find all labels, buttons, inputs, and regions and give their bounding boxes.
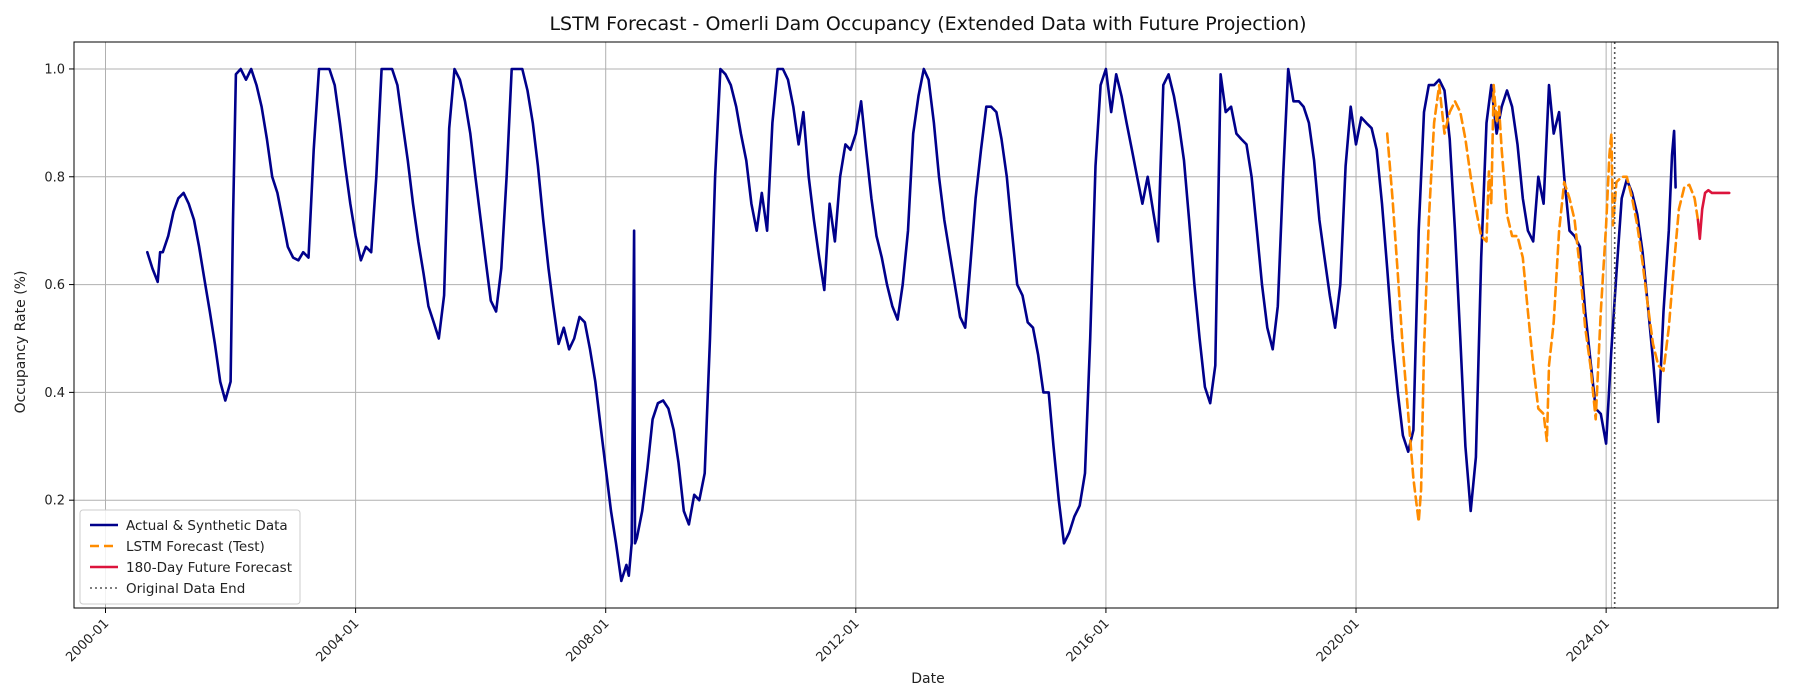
y-tick-label: 0.2 xyxy=(44,494,65,509)
plot-frame xyxy=(73,41,1779,609)
x-axis-label: Date xyxy=(911,671,944,687)
y-tick-label: 1.0 xyxy=(44,62,65,77)
series-2-line xyxy=(1696,188,1731,241)
y-tick-label: 0.4 xyxy=(44,386,65,401)
y-axis-label: Occupancy Rate (%) xyxy=(13,271,29,414)
y-tick-label: 0.8 xyxy=(44,170,65,185)
x-tick-label: 2004-01 xyxy=(313,616,362,665)
legend-label: LSTM Forecast (Test) xyxy=(126,539,265,555)
y-axis-ticks: 0.2 0.4 0.6 0.8 1.0 xyxy=(44,62,74,509)
x-tick-label: 2000-01 xyxy=(63,616,112,665)
series-0-line xyxy=(146,67,1677,583)
x-tick-label: 2024-01 xyxy=(1564,616,1613,665)
legend-label: Original Data End xyxy=(126,581,245,597)
x-tick-label: 2012-01 xyxy=(814,616,863,665)
legend: Actual & Synthetic Data LSTM Forecast (Te… xyxy=(79,509,301,605)
series-1-line xyxy=(1385,83,1702,524)
legend-box xyxy=(79,509,301,605)
x-tick-label: 2008-01 xyxy=(564,616,613,665)
legend-label: Actual & Synthetic Data xyxy=(126,518,288,534)
x-tick-label: 2020-01 xyxy=(1314,616,1363,665)
series-lines xyxy=(146,42,1731,608)
legend-label: 180-Day Future Forecast xyxy=(126,560,292,576)
y-tick-label: 0.6 xyxy=(44,278,65,293)
x-tick-label: 2016-01 xyxy=(1064,616,1113,665)
plot-background xyxy=(74,42,1778,608)
plot-area: 2000-01 2004-01 2008-01 2012-01 2016-01 2020-… xyxy=(44,41,1779,665)
chart-title: LSTM Forecast - Omerli Dam Occupancy (Ex… xyxy=(549,13,1306,35)
x-axis-ticks: 2000-01 2004-01 2008-01 2012-01 2016-01 2020-… xyxy=(63,608,1613,665)
